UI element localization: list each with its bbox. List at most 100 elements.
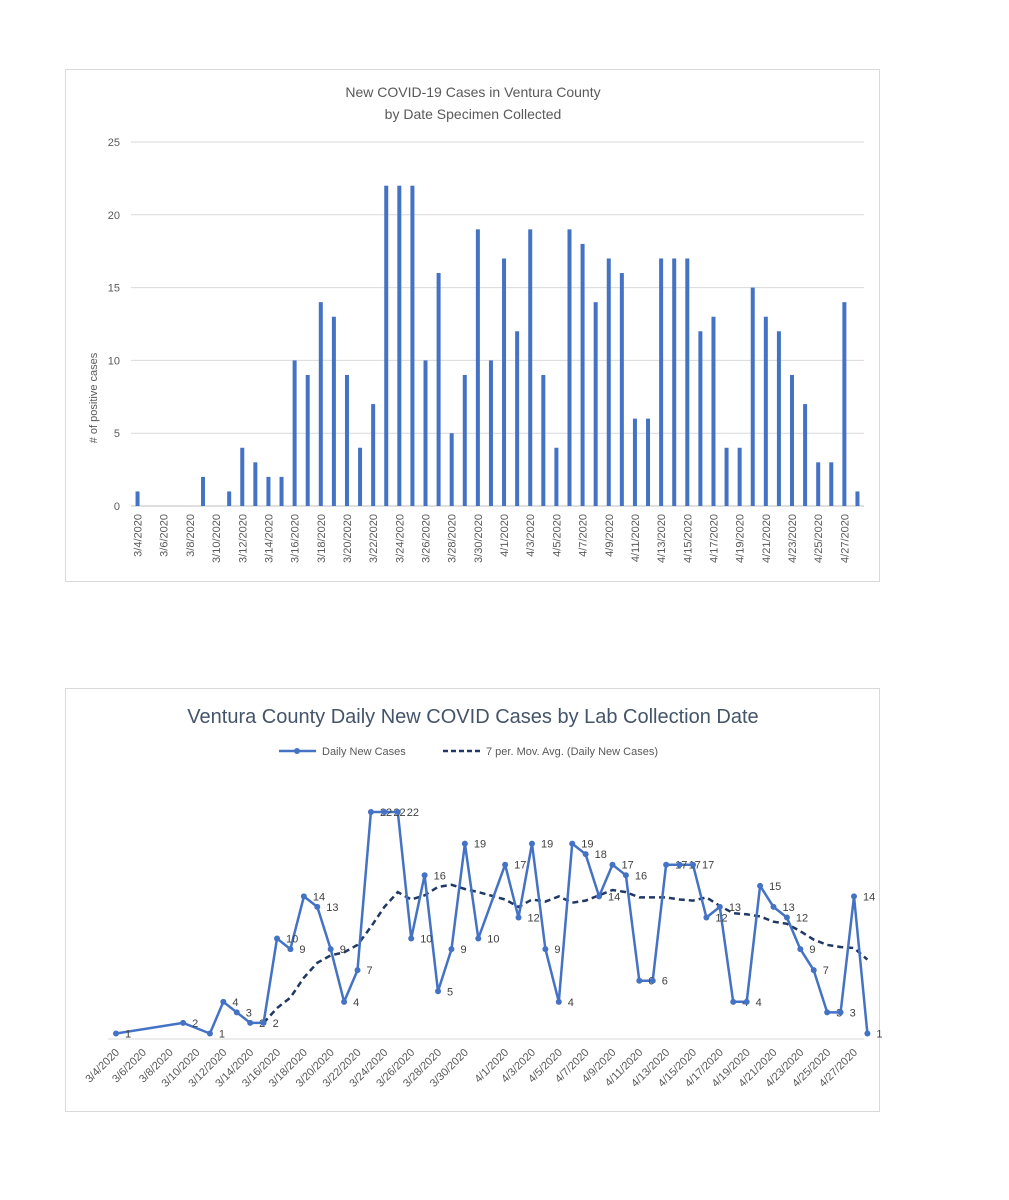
data-label: 5 — [447, 986, 453, 998]
y-tick-label: 0 — [114, 501, 120, 513]
bar — [292, 360, 297, 506]
data-label: 1 — [876, 1028, 882, 1040]
data-point — [435, 988, 442, 995]
data-label: 9 — [554, 944, 560, 956]
bar — [331, 316, 336, 506]
data-label: 19 — [541, 839, 553, 851]
data-point — [247, 1019, 254, 1026]
data-label: 10 — [487, 934, 499, 946]
x-tick-label: 4/23/2020 — [787, 514, 799, 563]
data-label: 15 — [769, 881, 781, 893]
data-label: 12 — [715, 912, 727, 924]
bar — [436, 273, 441, 506]
x-tick-label: 3/28/2020 — [447, 514, 459, 563]
data-point — [770, 903, 777, 910]
bar — [449, 433, 454, 506]
data-point — [676, 861, 683, 868]
x-tick-label: 3/30/2020 — [473, 514, 485, 563]
data-point — [206, 1030, 213, 1037]
x-tick-label: 3/10/2020 — [211, 514, 223, 563]
bar — [279, 476, 284, 506]
data-point — [663, 861, 670, 868]
data-point — [502, 861, 509, 868]
data-label: 9 — [340, 944, 346, 956]
data-point — [287, 946, 294, 953]
data-point — [797, 946, 804, 953]
x-tick-label: 3/24/2020 — [394, 514, 406, 563]
data-label: 10 — [420, 934, 432, 946]
chart-title: New COVID-19 Cases in Ventura County — [345, 84, 600, 100]
data-label: 19 — [474, 839, 486, 851]
x-tick-label: 3/8/2020 — [185, 514, 197, 557]
line-chart-svg: Ventura County Daily New COVID Cases by … — [83, 706, 882, 1090]
x-tick-label: 4/17/2020 — [708, 514, 720, 563]
x-tick-label: 4/7/2020 — [578, 514, 590, 557]
legend-marker-daily — [294, 748, 300, 754]
data-point — [515, 914, 522, 921]
data-label: 4 — [353, 997, 359, 1009]
data-label: 13 — [729, 902, 741, 914]
x-tick-label: 4/11/2020 — [630, 514, 642, 562]
data-label: 19 — [581, 839, 593, 851]
data-label: 9 — [299, 944, 305, 956]
y-tick-label: 25 — [108, 137, 120, 149]
data-label: 3 — [246, 1007, 252, 1019]
bar — [318, 302, 323, 506]
data-label: 6 — [662, 976, 668, 988]
bar — [842, 302, 847, 506]
x-tick-label: 4/21/2020 — [761, 514, 773, 563]
bar — [135, 491, 140, 506]
data-point — [300, 893, 307, 900]
data-label: 4 — [568, 997, 574, 1009]
bar — [619, 273, 624, 506]
data-point — [851, 893, 857, 900]
data-point — [314, 903, 321, 910]
bar — [462, 374, 467, 506]
data-point — [327, 946, 334, 953]
bar — [515, 331, 520, 506]
data-label: 9 — [809, 944, 815, 956]
bar — [397, 185, 402, 506]
x-tick-label: 3/6/2020 — [159, 514, 171, 557]
bar — [305, 374, 310, 506]
data-point — [582, 851, 589, 858]
data-label: 4 — [232, 997, 238, 1009]
bar — [750, 287, 755, 506]
bar — [410, 185, 415, 506]
data-label: 12 — [528, 912, 540, 924]
data-point — [636, 977, 643, 984]
data-label: 16 — [635, 870, 647, 882]
x-tick-label: 4/27/2020 — [839, 514, 851, 563]
data-point — [448, 946, 455, 953]
data-point — [837, 1009, 844, 1016]
data-point — [381, 809, 388, 815]
bar — [371, 404, 376, 506]
data-point — [716, 903, 723, 910]
data-point — [260, 1019, 267, 1026]
data-label: 2 — [192, 1018, 198, 1030]
data-label: 18 — [595, 849, 607, 861]
y-tick-label: 5 — [114, 428, 120, 440]
x-tick-label: 3/14/2020 — [263, 514, 275, 563]
data-label: 16 — [434, 870, 446, 882]
chart-title: Ventura County Daily New COVID Cases by … — [187, 706, 758, 728]
bar-chart-svg: New COVID-19 Cases in Ventura County by … — [88, 84, 864, 563]
data-point — [703, 914, 710, 921]
x-tick-label: 4/13/2020 — [656, 514, 668, 563]
data-label: 22 — [407, 807, 419, 819]
data-point — [180, 1019, 187, 1026]
bar — [816, 462, 821, 506]
bar — [344, 374, 349, 506]
bar — [672, 258, 677, 506]
data-label: 4 — [756, 997, 762, 1009]
x-tick-label: 3/4/2020 — [133, 514, 145, 557]
data-point — [220, 998, 227, 1005]
bar — [646, 418, 651, 506]
x-tick-label: 3/22/2020 — [368, 514, 380, 563]
data-point — [555, 998, 562, 1005]
bar — [698, 331, 703, 506]
data-point — [783, 914, 790, 921]
data-point — [569, 840, 576, 847]
data-point — [596, 893, 603, 900]
bar — [737, 447, 742, 506]
